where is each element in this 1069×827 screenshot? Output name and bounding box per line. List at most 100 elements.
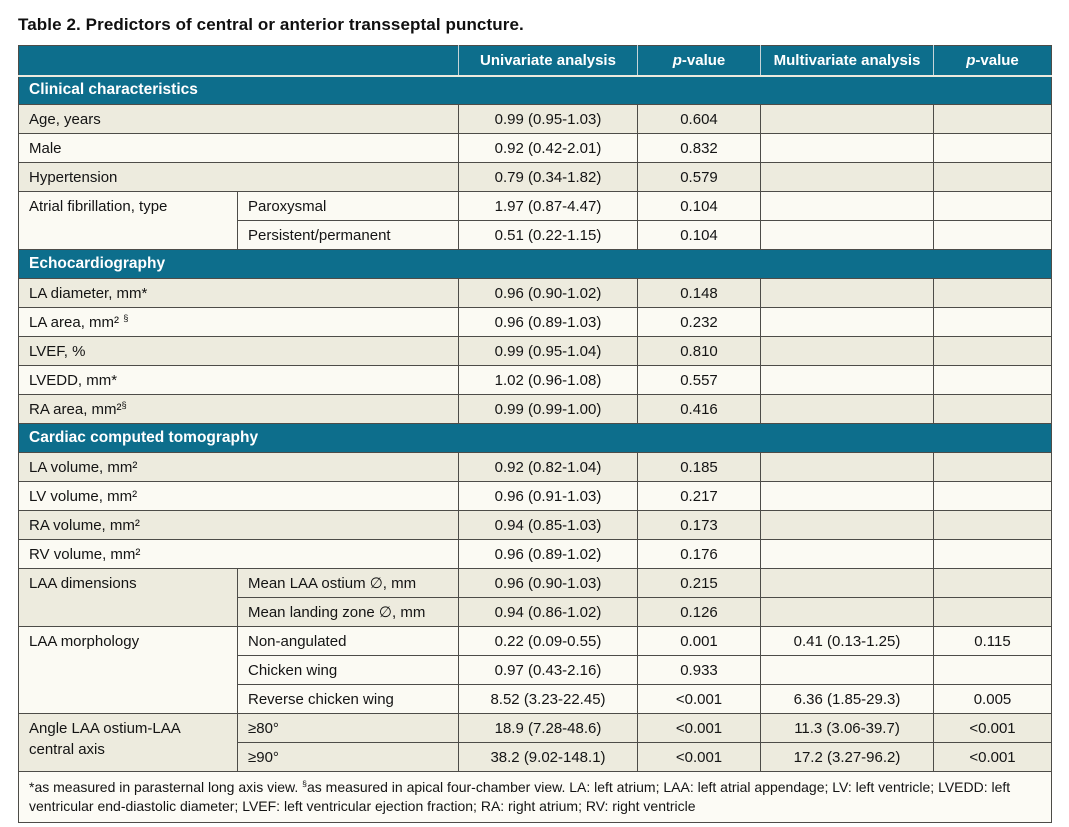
row-sublabel: Mean landing zone ∅, mm — [237, 597, 459, 627]
multivariate-value — [760, 510, 934, 540]
row-label: LA diameter, mm* — [18, 278, 459, 308]
data-row: LA volume, mm² 0.92 (0.82-1.04) 0.185 — [18, 452, 1052, 482]
column-header-pvalue-univariate: p-value — [637, 45, 761, 77]
column-header-multivariate: Multivariate analysis — [760, 45, 934, 77]
p-italic: p — [672, 51, 682, 69]
multivariate-value — [760, 568, 934, 598]
p-value-univariate: <0.001 — [637, 684, 761, 714]
data-row: LA area, mm² § 0.96 (0.89-1.03) 0.232 — [18, 307, 1052, 337]
data-row: Persistent/permanent 0.51 (0.22-1.15) 0.10… — [19, 220, 1052, 250]
p-rest: -value — [681, 51, 726, 69]
multivariate-value — [760, 133, 934, 163]
univariate-value: 8.52 (3.23-22.45) — [458, 684, 638, 714]
multivariate-value — [760, 481, 934, 511]
data-row: Chicken wing 0.97 (0.43-2.16) 0.933 — [19, 655, 1052, 685]
p-value-univariate: 0.148 — [637, 278, 761, 308]
multivariate-value: 6.36 (1.85-29.3) — [760, 684, 934, 714]
p-value-univariate: 0.185 — [637, 452, 761, 482]
multivariate-value — [760, 597, 934, 627]
row-label: LVEDD, mm* — [18, 365, 459, 395]
p-value-univariate: 0.933 — [637, 655, 761, 685]
p-value-univariate: 0.832 — [637, 133, 761, 163]
univariate-value: 0.94 (0.85-1.03) — [458, 510, 638, 540]
row-label: Atrial fibrillation, type — [18, 191, 238, 250]
empty-header-cell — [18, 45, 459, 77]
section-header-row: Cardiac computed tomography — [18, 423, 1052, 453]
row-sublabel: ≥80° — [237, 713, 459, 743]
row-sublabel: Chicken wing — [237, 655, 459, 685]
p-value-univariate: 0.557 — [637, 365, 761, 395]
univariate-value: 0.79 (0.34-1.82) — [458, 162, 638, 192]
row-sublabel: Paroxysmal — [237, 191, 459, 221]
column-header-row: Univariate analysis p-value Multivariate… — [18, 45, 1052, 77]
p-value-multivariate — [933, 452, 1052, 482]
multivariate-value — [760, 336, 934, 366]
row-label: Angle LAA ostium-LAA central axis — [18, 713, 238, 772]
p-value-univariate: 0.104 — [637, 220, 761, 250]
univariate-value: 18.9 (7.28-48.6) — [458, 713, 638, 743]
p-value-multivariate — [933, 220, 1052, 250]
multivariate-value — [760, 220, 934, 250]
row-label: LA area, mm² § — [18, 307, 459, 337]
row-label: LA volume, mm² — [18, 452, 459, 482]
data-row: LVEF, % 0.99 (0.95-1.04) 0.810 — [18, 336, 1052, 366]
p-value-univariate: 0.217 — [637, 481, 761, 511]
p-value-univariate: 0.232 — [637, 307, 761, 337]
p-rest: -value — [975, 51, 1019, 69]
data-row: LAA dimensions Mean LAA ostium ∅, mm 0.96 … — [18, 568, 1052, 627]
multivariate-value — [760, 191, 934, 221]
multivariate-value — [760, 452, 934, 482]
p-value-multivariate — [933, 568, 1052, 598]
multivariate-value — [760, 104, 934, 134]
p-value-univariate: 0.416 — [637, 394, 761, 424]
data-row: Reverse chicken wing 8.52 (3.23-22.45) <0.… — [19, 684, 1052, 714]
multivariate-value: 0.41 (0.13-1.25) — [760, 626, 934, 656]
p-value-multivariate — [933, 655, 1052, 685]
section-header: Clinical characteristics — [18, 75, 1052, 105]
footnote-row: *as measured in parasternal long axis vi… — [18, 771, 1052, 823]
row-sublabel: Persistent/permanent — [237, 220, 459, 250]
row-sublabel: ≥90° — [237, 742, 459, 772]
p-value-multivariate: 0.005 — [933, 684, 1052, 714]
row-sublabel: Reverse chicken wing — [237, 684, 459, 714]
predictors-table: Univariate analysis p-value Multivariate… — [18, 45, 1052, 823]
p-value-univariate: <0.001 — [637, 713, 761, 743]
p-value-multivariate — [933, 278, 1052, 308]
multivariate-value: 17.2 (3.27-96.2) — [760, 742, 934, 772]
univariate-value: 0.96 (0.91-1.03) — [458, 481, 638, 511]
row-label: RA area, mm²§ — [18, 394, 459, 424]
univariate-value: 0.97 (0.43-2.16) — [458, 655, 638, 685]
univariate-value: 0.96 (0.89-1.03) — [458, 307, 638, 337]
multivariate-value — [760, 365, 934, 395]
multivariate-value — [760, 394, 934, 424]
section-header-row: Echocardiography — [18, 249, 1052, 279]
row-label: LAA dimensions — [18, 568, 238, 627]
data-row: Atrial fibrillation, type Paroxysmal 1.97 … — [18, 191, 1052, 250]
row-label: LAA morphology — [18, 626, 238, 714]
p-value-univariate: 0.604 — [637, 104, 761, 134]
p-value-multivariate — [933, 510, 1052, 540]
p-value-multivariate — [933, 104, 1052, 134]
univariate-value: 0.96 (0.90-1.02) — [458, 278, 638, 308]
p-value-univariate: 0.126 — [637, 597, 761, 627]
data-row: RV volume, mm² 0.96 (0.89-1.02) 0.176 — [18, 539, 1052, 569]
univariate-value: 0.92 (0.42-2.01) — [458, 133, 638, 163]
column-header-pvalue-multivariate: p-value — [933, 45, 1052, 77]
p-value-multivariate: <0.001 — [933, 742, 1052, 772]
data-row: ≥90° 38.2 (9.02-148.1) <0.001 17.2 (3.27-96… — [19, 742, 1052, 772]
row-label: RV volume, mm² — [18, 539, 459, 569]
row-label: Male — [18, 133, 459, 163]
p-value-multivariate — [933, 133, 1052, 163]
table-body: Clinical characteristics Age, years 0.99 (… — [18, 75, 1052, 772]
p-value-univariate: <0.001 — [637, 742, 761, 772]
univariate-value: 0.96 (0.90-1.03) — [458, 568, 638, 598]
footnote: *as measured in parasternal long axis vi… — [18, 771, 1052, 823]
data-row: Hypertension 0.79 (0.34-1.82) 0.579 — [18, 162, 1052, 192]
multivariate-value — [760, 307, 934, 337]
data-row: LVEDD, mm* 1.02 (0.96-1.08) 0.557 — [18, 365, 1052, 395]
p-value-univariate: 0.215 — [637, 568, 761, 598]
row-label: Hypertension — [18, 162, 459, 192]
p-value-multivariate — [933, 307, 1052, 337]
p-value-multivariate — [933, 162, 1052, 192]
